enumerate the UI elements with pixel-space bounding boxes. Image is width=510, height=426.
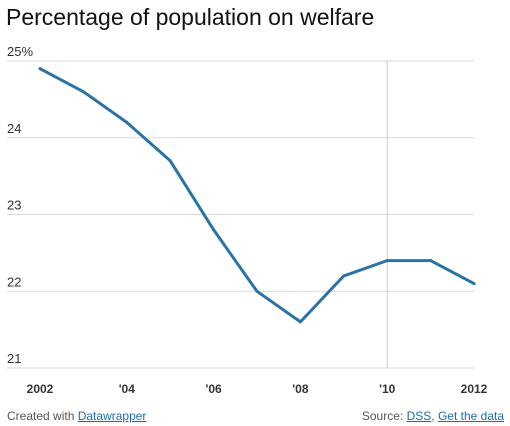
data-point [472, 282, 476, 286]
series-line [38, 67, 476, 324]
y-tick-label: 24 [7, 121, 21, 136]
x-tick-label: 2002 [27, 382, 54, 396]
x-tick-label: 2012 [461, 382, 488, 396]
data-point [38, 67, 42, 71]
data-point [298, 320, 302, 324]
y-tick-label: 25% [7, 44, 33, 59]
datawrapper-link[interactable]: Datawrapper [77, 409, 147, 423]
line-layer [38, 67, 476, 324]
source-separator: , [431, 409, 435, 423]
data-point [168, 159, 172, 163]
data-point [125, 120, 129, 124]
source-dss-link[interactable]: DSS [406, 409, 432, 423]
created-with-text: Created with [7, 409, 75, 423]
data-point [342, 274, 346, 278]
data-point [255, 289, 259, 293]
footer-credit: Created with Datawrapper [7, 409, 146, 423]
y-tick-label: 21 [7, 351, 21, 366]
grid-layer [7, 60, 474, 369]
x-tick-label: '10 [379, 382, 396, 396]
y-tick-label: 23 [7, 198, 21, 213]
data-point [429, 259, 433, 263]
footer-source: Source: DSS, Get the data [362, 409, 504, 423]
data-point [81, 90, 85, 94]
x-tick-label: '04 [119, 382, 136, 396]
y-tick-label: 22 [7, 274, 21, 289]
x-tick-label: '06 [205, 382, 222, 396]
source-label: Source: [361, 409, 404, 423]
x-tick-label: '08 [292, 382, 309, 396]
axis-layer: 25% 24 23 22 21 2002 '04 '06 '08 '10 2012 [7, 44, 488, 396]
chart-title: Percentage of population on welfare [6, 4, 375, 30]
get-the-data-link[interactable]: Get the data [437, 409, 504, 423]
data-point [385, 259, 389, 263]
data-point [212, 228, 216, 232]
